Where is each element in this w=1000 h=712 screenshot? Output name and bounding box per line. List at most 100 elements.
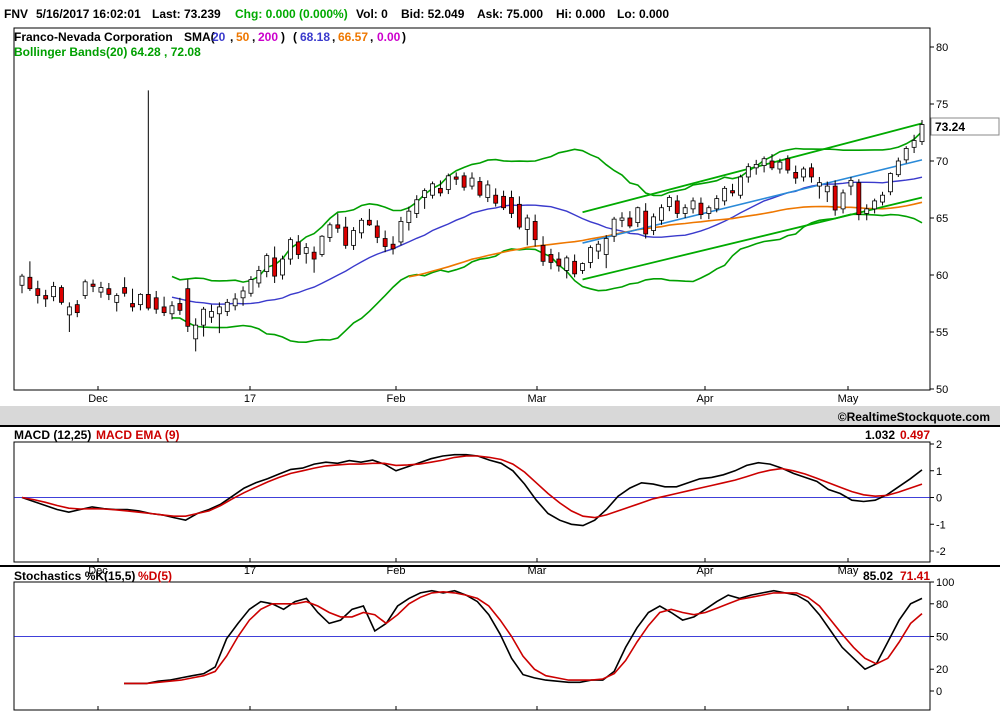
candle-body <box>74 304 80 314</box>
macd-x-tick-label: Apr <box>696 565 713 577</box>
candle-body <box>698 202 704 215</box>
volume-value: Vol: 0 <box>356 7 388 21</box>
candle-body <box>516 203 522 228</box>
candle-body <box>548 254 554 263</box>
sma20-line <box>171 176 923 305</box>
macd-x-tick-label: May <box>838 565 859 577</box>
candle-body <box>106 288 112 295</box>
candle-body <box>651 216 656 231</box>
stoch-d-label: %D(5) <box>138 569 172 583</box>
sma-close-paren-2: ) <box>402 30 406 44</box>
macd-value: 1.032 <box>865 428 895 442</box>
candle-body <box>919 124 925 143</box>
candle-body <box>422 190 428 198</box>
macd-ema-value: 0.497 <box>900 428 930 442</box>
sma-sep-1: , <box>230 30 233 44</box>
candle-body <box>185 288 191 327</box>
candle-body <box>674 200 680 214</box>
candle-body <box>556 258 562 267</box>
sma-sep-3: , <box>332 30 335 44</box>
candle-body <box>438 187 443 194</box>
candle-body <box>572 260 578 275</box>
candle-body <box>359 219 364 234</box>
candle-body <box>240 290 246 299</box>
candle-body <box>745 166 751 178</box>
stoch-y-tick-label: 0 <box>936 686 942 698</box>
sma-period-200: 200 <box>258 30 278 44</box>
last-price-tag: 73.24 <box>935 120 965 134</box>
price-x-tick-label: Mar <box>528 393 547 405</box>
stoch-k-line <box>124 589 923 685</box>
candle-body <box>351 230 356 246</box>
candle-body <box>895 160 901 176</box>
candle-body <box>880 194 885 203</box>
candle-body <box>643 210 649 235</box>
candle-body <box>769 160 775 169</box>
candle-body <box>319 235 325 255</box>
candle-body <box>209 311 214 318</box>
stoch-y-tick-label: 20 <box>936 664 948 676</box>
candle-body <box>690 200 696 210</box>
candle-body <box>595 243 601 252</box>
candle-body <box>848 179 854 187</box>
macd-y-tick-label: 0 <box>936 493 942 505</box>
price-x-tick-label: Dec <box>88 393 108 405</box>
candle-body <box>256 270 262 284</box>
candle-body <box>730 190 735 194</box>
candle-body <box>264 255 270 272</box>
sma-value-50: 66.57 <box>338 30 368 44</box>
candle-body <box>532 221 538 241</box>
candle-body <box>27 276 33 290</box>
candle-body <box>872 200 878 210</box>
candle-body <box>327 224 333 238</box>
candle-body <box>501 195 506 209</box>
candle-body <box>722 187 728 202</box>
price-x-tick-label: Feb <box>387 393 406 405</box>
ticker-symbol: FNV <box>4 7 28 21</box>
candle-body <box>461 175 467 188</box>
low-value: Lo: 0.000 <box>617 7 670 21</box>
price-y-tick-label: 50 <box>936 384 948 396</box>
candle-body <box>477 181 483 196</box>
candle-body <box>145 293 151 309</box>
stoch-label: Stochastics %K(15,5) <box>14 569 135 583</box>
sma-sep-2: , <box>252 30 255 44</box>
candle-body <box>864 208 870 214</box>
price-x-tick-label: 17 <box>244 393 256 405</box>
candle-body <box>122 287 128 294</box>
candle-body <box>793 171 799 179</box>
candle-body <box>193 324 199 340</box>
stoch-k-value: 85.02 <box>863 569 893 583</box>
candle-body <box>311 251 317 260</box>
candle-body <box>366 219 372 226</box>
macd-y-tick-label: -2 <box>936 546 946 558</box>
candle-body <box>216 306 222 315</box>
macd-y-tick-label: 1 <box>936 466 942 478</box>
candle-body <box>414 199 420 214</box>
candle-body <box>335 224 341 229</box>
candle-body <box>509 197 514 214</box>
candle-body <box>114 295 120 303</box>
candle-body <box>801 168 806 178</box>
channel-lower-line <box>582 196 923 281</box>
macd-y-tick-label: 2 <box>936 439 942 451</box>
candle-body <box>580 263 585 271</box>
quote-header: FNV 5/16/2017 16:02:01 Last: 73.239 Chg:… <box>0 0 1000 28</box>
candle-body <box>809 167 814 178</box>
candle-body <box>398 221 404 243</box>
candle-body <box>816 182 822 187</box>
candle-body <box>272 257 278 277</box>
candle-body <box>485 184 491 198</box>
candle-body <box>832 185 838 211</box>
price-y-tick-label: 70 <box>936 156 948 168</box>
candle-body <box>288 239 293 260</box>
macd-x-tick-label: Dec <box>88 565 108 577</box>
channel-upper-line <box>582 122 923 214</box>
candle-body <box>232 298 238 307</box>
last-price: Last: 73.239 <box>152 7 221 21</box>
stoch-layer: 0 20 50 80 100 <box>14 577 954 698</box>
candle-body <box>374 225 380 238</box>
candle-body <box>840 192 846 210</box>
candle-body <box>753 164 759 169</box>
macd-x-tick-label: 17 <box>244 565 256 577</box>
